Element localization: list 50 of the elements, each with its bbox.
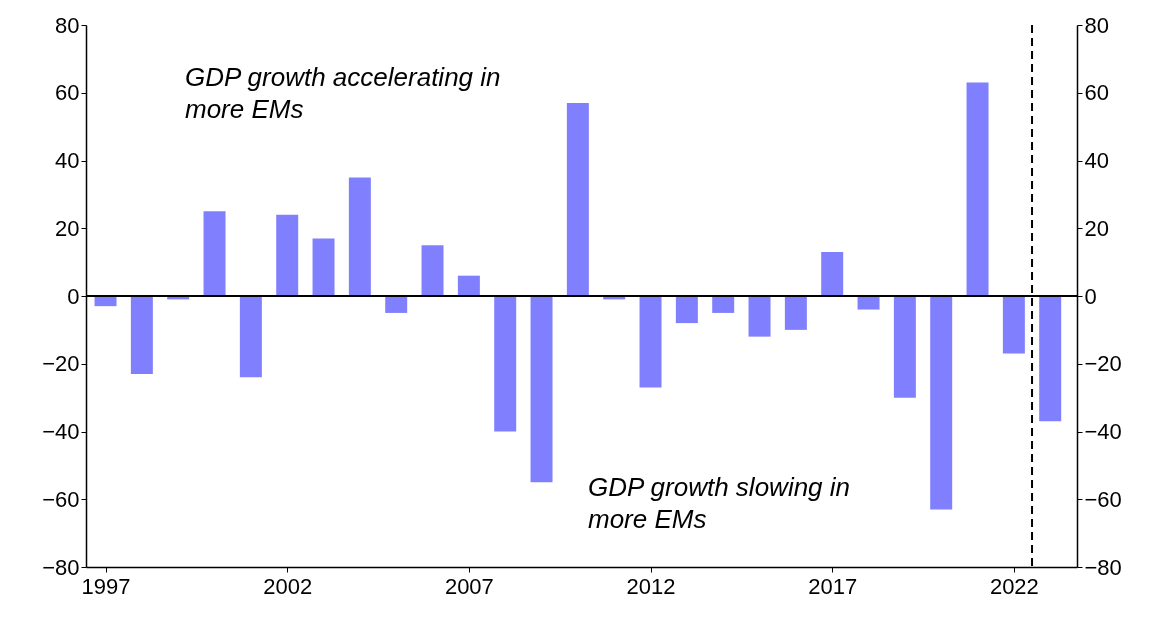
y-tick-label: −60 bbox=[42, 486, 80, 512]
bar bbox=[130, 296, 153, 374]
x-tick-label: 2017 bbox=[808, 573, 858, 599]
x-tick-label: 2012 bbox=[626, 573, 676, 599]
bar bbox=[348, 177, 371, 296]
x-tick-label: 1997 bbox=[81, 573, 131, 599]
bar bbox=[930, 296, 953, 510]
bar bbox=[457, 275, 480, 296]
y-tick-label: 80 bbox=[55, 12, 80, 38]
y2-tick-label: −20 bbox=[1084, 351, 1122, 377]
y-tick-label: 0 bbox=[67, 283, 80, 309]
bar bbox=[530, 296, 553, 483]
bar bbox=[276, 214, 299, 296]
y2-tick-label: 60 bbox=[1084, 80, 1109, 106]
bar bbox=[784, 296, 807, 330]
y2-tick-label: −80 bbox=[1084, 554, 1122, 580]
bar bbox=[421, 245, 444, 296]
y-tick-label: 40 bbox=[55, 148, 80, 173]
bar bbox=[639, 296, 662, 388]
y-tick-label: −20 bbox=[42, 351, 80, 377]
bar bbox=[239, 296, 262, 378]
bar bbox=[966, 82, 989, 296]
x-tick-label: 2007 bbox=[444, 573, 494, 599]
bar bbox=[748, 296, 771, 337]
bar bbox=[675, 296, 698, 324]
bar bbox=[712, 296, 735, 313]
y-tick-label: −40 bbox=[42, 419, 80, 444]
bar bbox=[857, 296, 880, 310]
x-tick-label: 2002 bbox=[263, 573, 313, 599]
y2-tick-label: 20 bbox=[1084, 215, 1109, 241]
y2-tick-label: 80 bbox=[1084, 12, 1109, 38]
y-tick-label: 60 bbox=[55, 80, 80, 106]
x-tick-label: 2022 bbox=[989, 573, 1039, 599]
bar bbox=[385, 296, 408, 313]
y-tick-label: −80 bbox=[42, 554, 80, 580]
annotation: GDP growth slowing in more EMs bbox=[588, 472, 851, 534]
bar bbox=[312, 238, 335, 296]
y2-tick-label: 40 bbox=[1084, 148, 1109, 173]
bar bbox=[566, 102, 589, 296]
bar bbox=[203, 211, 226, 296]
bar bbox=[893, 296, 916, 398]
y-tick-label: 20 bbox=[55, 215, 80, 241]
bar bbox=[1039, 296, 1062, 422]
y2-tick-label: −60 bbox=[1084, 486, 1122, 512]
bar bbox=[494, 296, 517, 432]
bar bbox=[821, 251, 844, 296]
y2-tick-label: −40 bbox=[1084, 419, 1122, 444]
bar bbox=[1002, 296, 1025, 354]
annotation: GDP growth accelerating in more EMs bbox=[185, 62, 501, 124]
y2-tick-label: 0 bbox=[1084, 283, 1097, 309]
